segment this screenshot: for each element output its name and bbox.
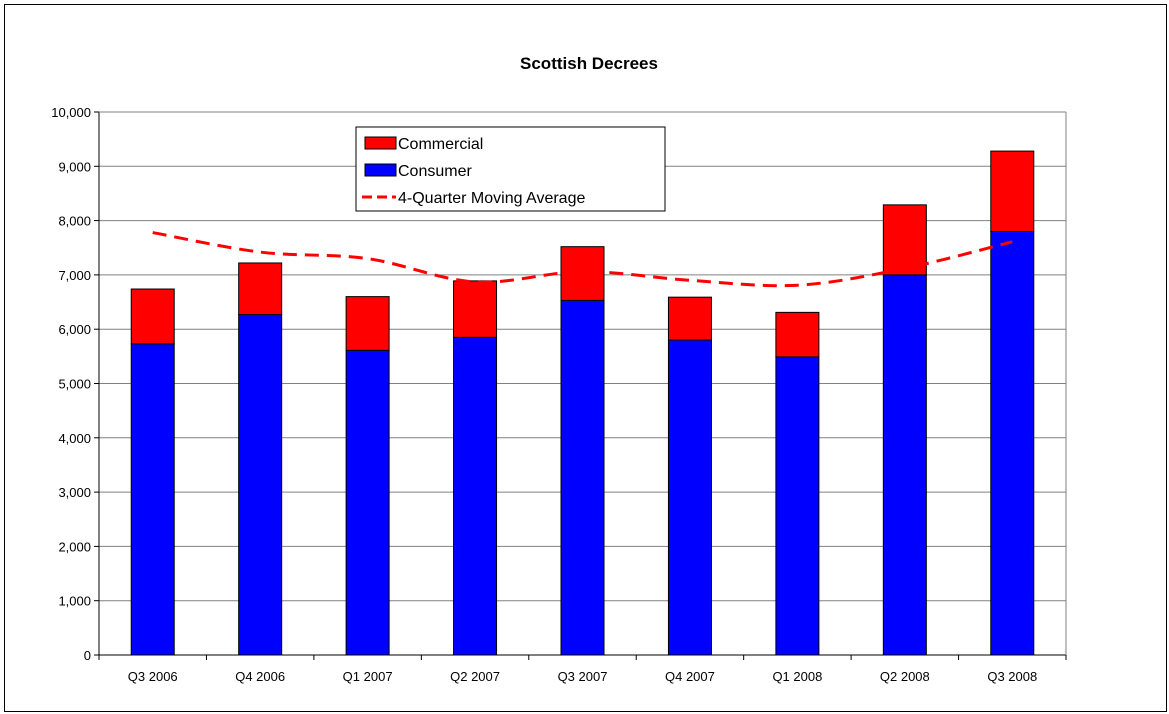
legend: Commercial Consumer 4-Quarter Moving Avera…	[355, 126, 666, 212]
axes	[98, 111, 1067, 656]
x-tick-label: Q3 2007	[558, 669, 608, 684]
y-tick-label: 5,000	[58, 377, 91, 392]
moving-average-path	[152, 231, 1013, 288]
y-tick-label: 2,000	[58, 539, 91, 554]
x-tick-label: Q1 2007	[343, 669, 393, 684]
bar-commercial	[775, 311, 820, 358]
x-axis: Q3 2006 Q4 2006 Q1 2007 Q2 2007 Q3 2007 Q4 20…	[98, 655, 1067, 684]
legend-swatch-commercial	[364, 136, 397, 150]
y-axis: 0 1,000 2,000 3,000 4,000 5,000 6,000 7,000 8,00…	[51, 105, 99, 663]
legend-box	[355, 126, 666, 212]
chart-title: Scottish Decrees	[520, 54, 658, 73]
y-tick-label: 9,000	[58, 159, 91, 174]
bar-consumer	[345, 349, 390, 656]
bars	[130, 150, 1035, 656]
x-tick-label: Q3 2008	[987, 669, 1037, 684]
x-tick-label: Q3 2006	[128, 669, 178, 684]
bar-commercial	[667, 296, 712, 341]
bar-commercial	[238, 262, 283, 316]
legend-label: Commercial	[398, 136, 483, 153]
y-tick-label: 8,000	[58, 214, 91, 229]
y-tick-label: 3,000	[58, 485, 91, 500]
bar-commercial	[990, 150, 1035, 232]
chart-frame: Scottish Decrees 0 1,000 2,000 3,000 4,000 5,…	[4, 4, 1167, 712]
legend-label: 4-Quarter Moving Average	[398, 190, 585, 207]
bar-consumer	[560, 299, 605, 656]
y-tick-label: 10,000	[51, 105, 91, 120]
y-tick-label: 7,000	[58, 268, 91, 283]
bar-commercial	[453, 280, 498, 338]
bar-consumer	[775, 356, 820, 656]
x-tick-label: Q4 2006	[235, 669, 285, 684]
bar-consumer	[130, 343, 175, 656]
bar-commercial	[345, 296, 390, 351]
y-tick-label: 6,000	[58, 322, 91, 337]
bar-commercial	[882, 204, 927, 276]
y-tick-label: 1,000	[58, 594, 91, 609]
x-tick-label: Q1 2008	[772, 669, 822, 684]
bar-consumer	[990, 230, 1035, 656]
y-tick-label: 0	[84, 648, 91, 663]
bar-commercial	[130, 288, 175, 345]
legend-label: Consumer	[398, 163, 472, 180]
x-tick-label: Q4 2007	[665, 669, 715, 684]
x-tick-label: Q2 2008	[880, 669, 930, 684]
bar-consumer	[453, 336, 498, 656]
bar-consumer	[882, 274, 927, 656]
moving-average-line	[152, 231, 1013, 288]
bar-consumer	[667, 339, 712, 656]
bar-consumer	[238, 314, 283, 656]
y-tick-label: 4,000	[58, 431, 91, 446]
legend-swatch-consumer	[364, 163, 397, 177]
chart-canvas: Scottish Decrees 0 1,000 2,000 3,000 4,000 5,…	[51, 54, 1067, 684]
x-tick-label: Q2 2007	[450, 669, 500, 684]
